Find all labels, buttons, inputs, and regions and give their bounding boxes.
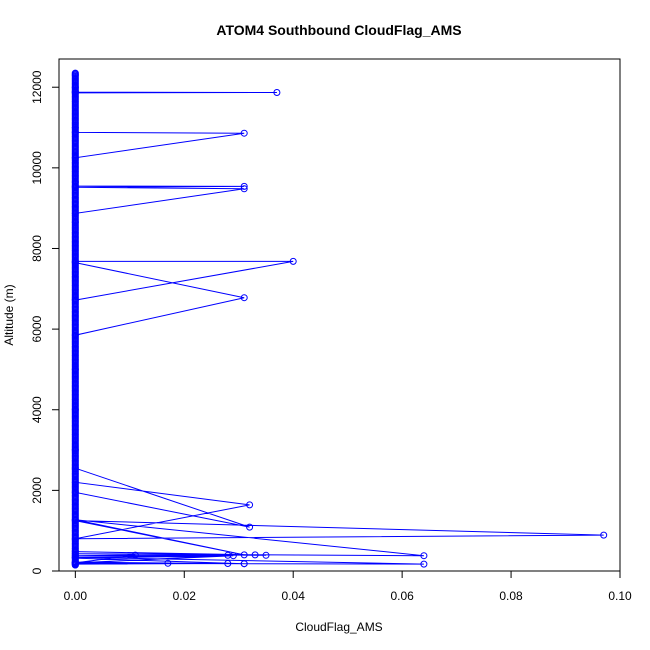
data-point (240, 560, 248, 568)
x-tick-label: 0.00 (64, 589, 88, 603)
data-point (246, 523, 254, 531)
y-tick-label: 2000 (30, 477, 44, 504)
data-point (240, 185, 248, 193)
x-axis: 0.00 0.02 0.04 0.06 0.08 0.10 (64, 571, 632, 603)
plot-area (71, 69, 608, 569)
data-point (224, 560, 232, 567)
data-point (600, 531, 608, 539)
x-tick-label: 0.10 (608, 589, 632, 603)
y-tick-label: 0 (30, 567, 44, 574)
data-point (240, 551, 248, 559)
zero-value-points (71, 70, 79, 569)
series-line (74, 73, 604, 565)
chart-title: ATOM4 Southbound CloudFlag_AMS (216, 22, 461, 38)
x-tick-label: 0.02 (173, 589, 197, 603)
data-point (246, 501, 254, 509)
y-axis: 0 2000 4000 6000 8000 10000 12000 (30, 70, 59, 574)
data-point (229, 552, 237, 560)
data-point (262, 551, 270, 559)
x-axis-label: CloudFlag_AMS (295, 620, 382, 634)
y-tick-label: 10000 (30, 151, 44, 185)
data-point (164, 559, 172, 567)
data-point (420, 560, 428, 568)
data-point (289, 257, 297, 265)
data-point (71, 70, 79, 78)
data-point (251, 551, 259, 559)
y-tick-label: 6000 (30, 315, 44, 342)
y-tick-label: 8000 (30, 235, 44, 262)
data-point (273, 89, 281, 96)
data-point (131, 551, 139, 559)
y-tick-label: 12000 (30, 70, 44, 104)
data-point (240, 294, 248, 302)
x-tick-label: 0.08 (499, 589, 523, 603)
plot-frame (58, 58, 621, 572)
data-point (240, 129, 248, 137)
data-point (420, 552, 428, 560)
y-axis-label: Altitude (m) (2, 284, 16, 345)
x-tick-label: 0.06 (390, 589, 414, 603)
y-tick-label: 4000 (30, 396, 44, 423)
data-point (240, 182, 248, 190)
x-tick-label: 0.04 (282, 589, 306, 603)
